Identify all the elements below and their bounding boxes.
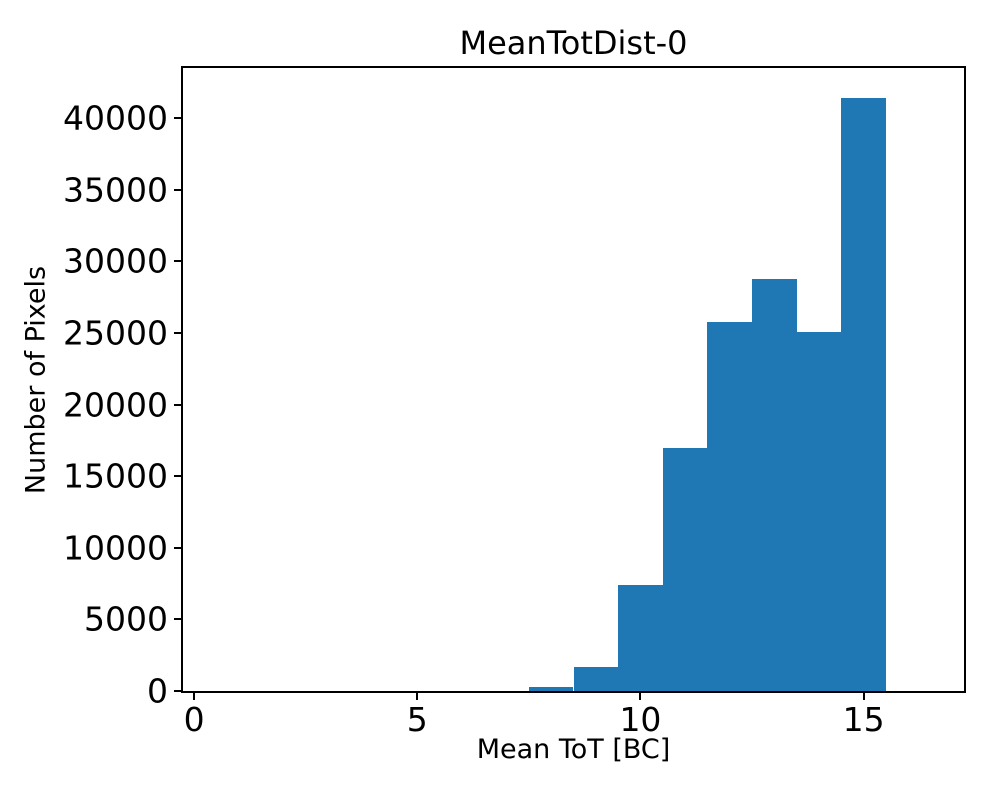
histogram-bar (662, 447, 708, 691)
histogram-bar (618, 585, 663, 691)
y-tick-label: 0 (147, 671, 168, 711)
y-tick-label: 15000 (63, 456, 168, 496)
x-tick-label: 15 (842, 700, 885, 739)
histogram-bar (752, 278, 797, 691)
x-tick-label: 5 (406, 700, 428, 739)
histogram-bar (528, 686, 574, 691)
y-tick-mark (174, 331, 181, 334)
y-tick-mark (174, 546, 181, 549)
histogram-bar (573, 666, 619, 691)
x-tick-mark (193, 693, 196, 700)
y-tick-label: 25000 (63, 313, 168, 353)
chart-title: MeanTotDist-0 (459, 24, 688, 62)
x-tick-mark (639, 693, 642, 700)
y-tick-label: 35000 (63, 170, 168, 210)
histogram-bar (841, 98, 886, 691)
y-tick-label: 20000 (63, 385, 168, 425)
x-tick-mark (862, 693, 865, 700)
plot-area (181, 66, 966, 693)
histogram-bar (707, 321, 752, 691)
y-axis-label: Number of Pixels (20, 265, 52, 495)
y-tick-mark (174, 618, 181, 621)
x-tick-label: 10 (619, 700, 662, 739)
x-tick-label: 0 (183, 700, 205, 739)
y-tick-mark (174, 690, 181, 692)
x-axis-label: Mean ToT [BC] (476, 734, 671, 765)
y-tick-mark (174, 117, 181, 120)
x-tick-mark (416, 693, 419, 700)
y-tick-mark (174, 403, 181, 406)
y-tick-mark (174, 188, 181, 191)
y-tick-label: 40000 (63, 98, 168, 138)
y-tick-mark (174, 260, 181, 263)
histogram-bar (796, 331, 842, 691)
y-tick-label: 30000 (63, 241, 168, 281)
y-tick-label: 5000 (84, 599, 168, 639)
y-tick-mark (174, 475, 181, 478)
y-tick-label: 10000 (63, 528, 168, 568)
